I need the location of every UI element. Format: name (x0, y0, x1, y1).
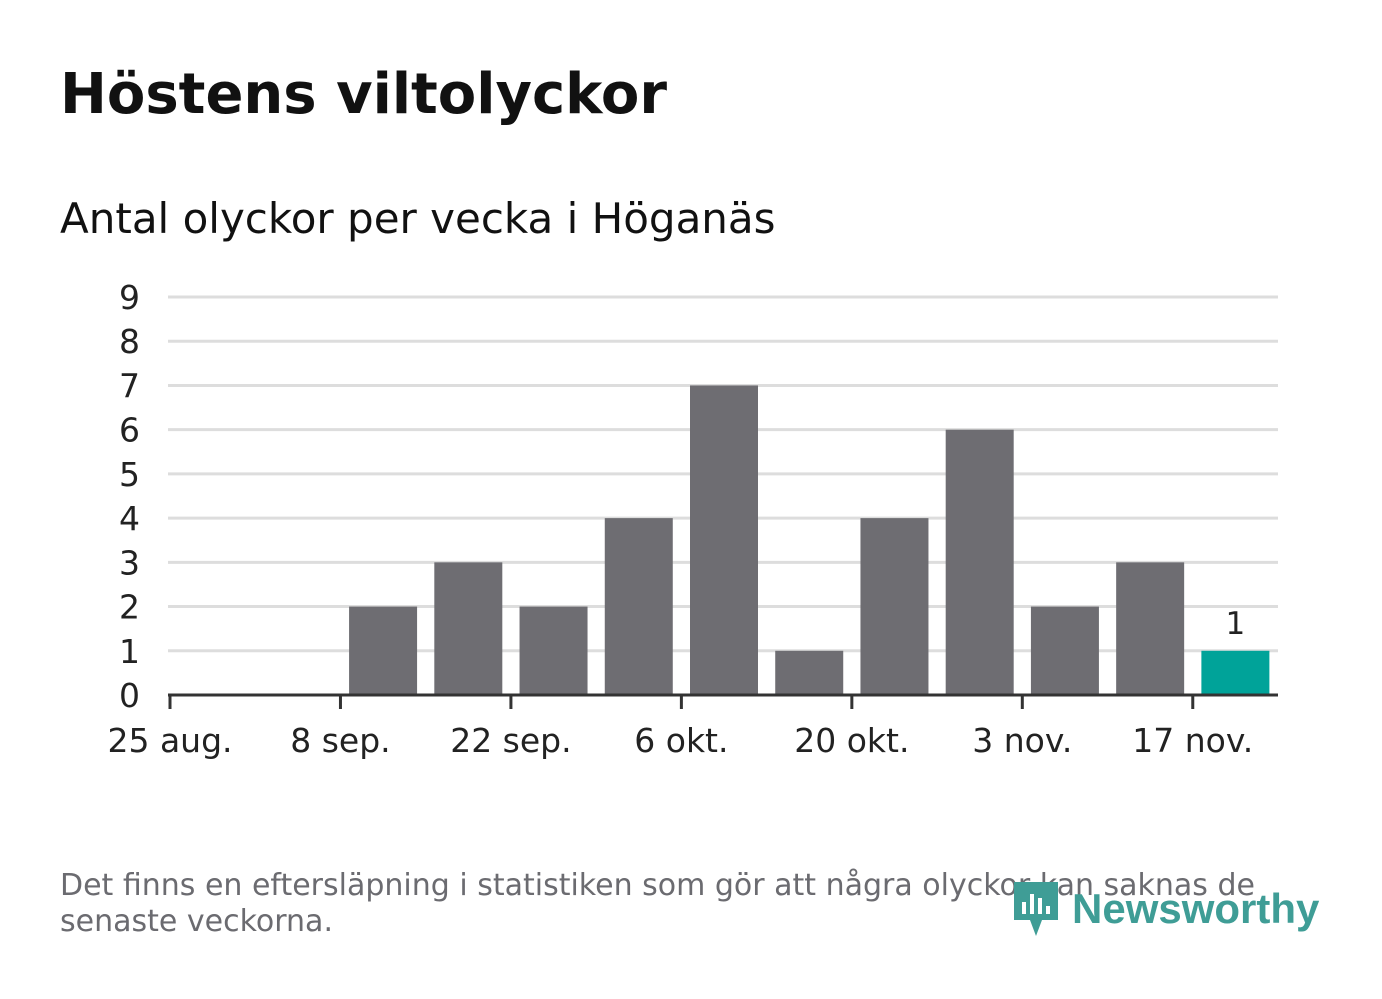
data-label: 1 (1226, 606, 1246, 642)
y-tick-label: 9 (119, 278, 140, 317)
y-tick-label: 0 (119, 676, 140, 715)
x-tick-label: 25 aug. (107, 721, 232, 760)
bar (775, 650, 844, 695)
bar (519, 606, 588, 695)
bars (349, 385, 1270, 695)
y-tick-label: 1 (119, 632, 140, 671)
x-tick-label: 3 nov. (972, 721, 1072, 760)
y-axis-labels: 0 1 2 3 4 5 6 7 8 9 (119, 278, 140, 715)
x-tick-label: 20 okt. (794, 721, 909, 760)
x-axis (168, 693, 1278, 709)
bar (860, 518, 929, 695)
brand-name: Newsworthy (1072, 885, 1320, 932)
bar (1030, 606, 1099, 695)
y-tick-label: 6 (119, 411, 140, 450)
newsworthy-logo: Newsworthy (1010, 878, 1319, 940)
y-tick-label: 2 (119, 588, 140, 627)
data-labels: 1 (1226, 606, 1246, 642)
y-tick-label: 3 (119, 543, 140, 582)
y-tick-label: 4 (119, 499, 140, 538)
x-tick-label: 8 sep. (290, 721, 390, 760)
bar (434, 562, 503, 695)
bar (349, 606, 418, 695)
bar (1201, 650, 1270, 695)
bar-chart: 0 1 2 3 4 5 6 7 8 9 25 aug. 8 sep. 22 sep. 6 okt. 20 … (107, 278, 1278, 760)
bar (945, 429, 1014, 695)
y-tick-label: 5 (119, 455, 140, 494)
y-tick-label: 7 (119, 366, 140, 405)
bar (1116, 562, 1185, 695)
bar (690, 385, 758, 695)
chart-title: Höstens viltolyckor (60, 62, 667, 127)
x-tick-label: 17 nov. (1132, 721, 1253, 760)
bar (604, 518, 673, 695)
newsworthy-logo-icon (1014, 882, 1058, 936)
y-tick-label: 8 (119, 322, 140, 361)
chart-subtitle: Antal olyckor per vecka i Höganäs (60, 194, 776, 243)
x-tick-label: 22 sep. (450, 721, 571, 760)
x-axis-labels: 25 aug. 8 sep. 22 sep. 6 okt. 20 okt. 3 nov. 1… (107, 721, 1253, 760)
x-tick-label: 6 okt. (634, 721, 728, 760)
